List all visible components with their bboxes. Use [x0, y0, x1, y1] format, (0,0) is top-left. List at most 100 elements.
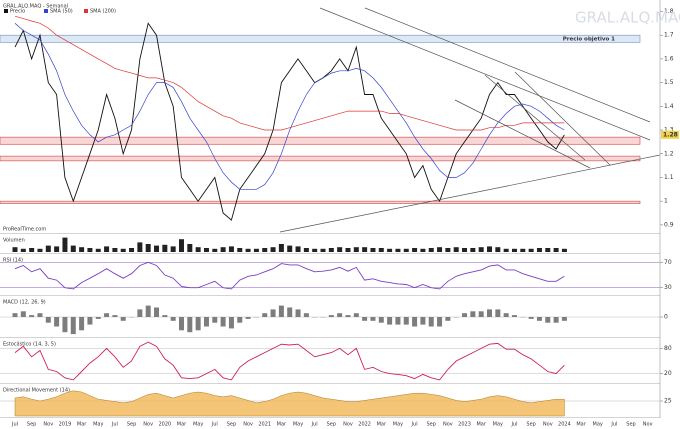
x-tick-label: 2019 — [59, 422, 72, 428]
x-tick-label: 2024 — [558, 422, 571, 428]
bar — [104, 313, 110, 317]
legend-swatch — [4, 9, 8, 13]
bar — [162, 315, 168, 317]
x-tick-label: May — [493, 422, 503, 428]
zone — [0, 136, 641, 145]
y-tick-label: 1.4 — [664, 103, 674, 110]
last-price-label: 1.28 — [663, 131, 678, 138]
bar — [112, 248, 118, 252]
y-tick-label: 1.1 — [664, 174, 674, 181]
bar — [412, 317, 418, 327]
bar — [487, 246, 493, 252]
bar — [511, 248, 517, 252]
bar — [195, 317, 201, 331]
bar — [120, 248, 126, 252]
bar — [503, 313, 509, 317]
legend-swatch — [84, 9, 88, 13]
bar — [253, 248, 259, 252]
bar — [79, 247, 85, 252]
bar — [287, 245, 293, 252]
bar — [387, 317, 393, 325]
bar — [495, 247, 501, 252]
bar — [70, 245, 76, 252]
bar — [420, 248, 426, 252]
bar — [145, 305, 151, 317]
bar — [528, 317, 534, 319]
area — [14, 390, 565, 417]
bar — [453, 247, 459, 252]
bar — [378, 248, 384, 252]
x-tick-label: Mar — [476, 422, 486, 428]
plot: Precio objetivo 1 0.9 1 1.1 1.2 1.3 1.4 1.5 1.6 1… — [0, 4, 679, 428]
bar — [278, 244, 284, 252]
bar — [303, 248, 309, 252]
x-tick-label: Nov — [343, 422, 353, 428]
y-tick-label: 1.6 — [664, 55, 674, 62]
bar — [545, 317, 551, 323]
x-tick-label: May — [193, 422, 203, 428]
y-tick-label: 80 — [664, 345, 672, 352]
bar — [62, 317, 68, 333]
bar — [487, 309, 493, 317]
bar — [20, 248, 26, 252]
bar — [353, 247, 359, 252]
bar — [395, 317, 401, 325]
x-tick-label: Nov — [443, 422, 453, 428]
x-tick-label: 2023 — [458, 422, 471, 428]
bar — [37, 248, 43, 252]
bar — [470, 311, 476, 317]
bar — [462, 248, 468, 252]
bar — [428, 248, 434, 252]
bar — [237, 248, 243, 252]
bar — [95, 317, 101, 319]
bar — [412, 248, 418, 252]
x-tick-label: Nov — [143, 422, 153, 428]
panel-title: Directional Movement (14) — [3, 388, 70, 394]
line — [14, 23, 565, 190]
bar — [154, 307, 160, 317]
bar — [270, 247, 276, 252]
trend-line — [319, 7, 651, 141]
x-tick-label: Nov — [43, 422, 53, 428]
x-tick-label: Mar — [177, 422, 187, 428]
bar — [445, 248, 451, 252]
bar — [320, 248, 326, 252]
zone — [0, 34, 641, 43]
trend-lines — [279, 7, 661, 233]
y-tick-label: 25 — [664, 398, 672, 405]
bar — [445, 317, 451, 321]
bar — [478, 311, 484, 317]
x-tick-label: Jul — [11, 422, 18, 428]
bar — [70, 317, 76, 335]
bar — [170, 246, 176, 252]
bar — [561, 248, 567, 252]
bar — [12, 247, 18, 252]
x-tick-label: Mar — [377, 422, 387, 428]
y-tick-label: 0.9 — [664, 221, 674, 228]
brand: ProRealTime.com — [3, 227, 46, 233]
bar — [437, 247, 443, 252]
bar — [437, 317, 443, 327]
panel-title: Volumen — [3, 238, 25, 244]
y-tick-label: 30 — [664, 284, 672, 291]
bar — [370, 248, 376, 252]
x-tick-label: Nov — [243, 422, 253, 428]
bar — [104, 246, 110, 252]
trend-line — [364, 7, 651, 123]
y-tick-label: 20 — [664, 370, 672, 377]
x-tick-label: Jul — [610, 422, 617, 428]
bar — [353, 313, 359, 317]
legend-label: SMA (50) — [50, 9, 73, 15]
bar — [503, 248, 509, 252]
bar — [203, 317, 209, 327]
bar — [29, 248, 35, 252]
bar — [95, 248, 101, 252]
bar — [12, 313, 18, 317]
bar — [428, 317, 434, 327]
bar — [328, 315, 334, 317]
bar — [295, 309, 301, 317]
x-tick-label: Sep — [626, 422, 635, 428]
x-tick-label: Jul — [311, 422, 318, 428]
bar — [520, 248, 526, 252]
